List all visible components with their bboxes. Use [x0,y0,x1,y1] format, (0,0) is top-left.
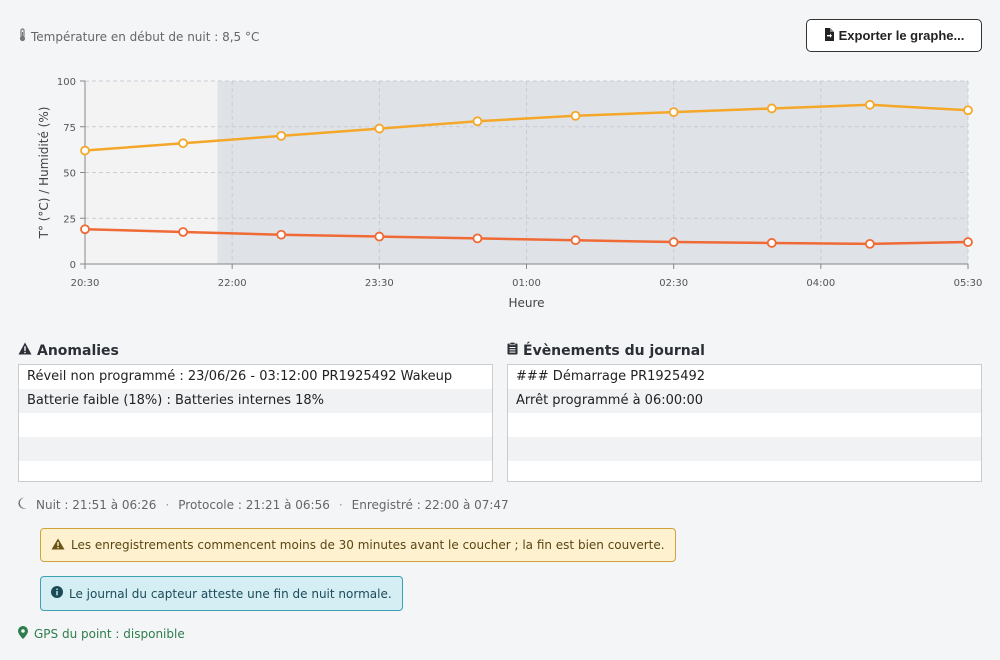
separator: · [338,497,343,512]
warning-alert-text: Les enregistrements commencent moins de … [71,538,665,552]
recorded-range: Enregistré : 22:00 à 07:47 [351,497,509,512]
x-tick-label: 22:00 [218,278,247,289]
data-point [864,99,875,110]
thermometer-icon [18,28,27,45]
moon-icon [18,497,30,512]
anomalies-title: Anomalies [18,342,119,359]
data-point [178,138,189,149]
warning-icon [18,342,32,359]
list-item[interactable] [508,413,981,437]
data-point [766,103,777,114]
gps-status-text: GPS du point : disponible [34,627,185,641]
temperature-humidity-chart: 0 25 50 75 100 20:30 22:00 23:30 01:00 02:30 04:00… [37,77,983,310]
warning-alert: Les enregistrements commencent moins de … [40,528,676,562]
y-tick-label: 100 [57,77,76,88]
data-point [963,237,973,247]
x-tick-label: 05:30 [954,278,983,289]
list-item[interactable] [19,413,492,437]
night-status: Nuit : 21:51 à 06:26 · Protocole : 21:21… [18,497,509,512]
x-axis-label: Heure [508,296,544,310]
data-point [178,227,189,237]
info-alert: Le journal du capteur atteste une fin de… [40,576,403,611]
data-point [668,237,679,247]
data-point [570,235,581,246]
data-point [80,145,90,156]
export-graph-label: Exporter le graphe... [838,28,965,43]
temperature-note: Température en début de nuit : 8,5 °C [18,28,259,45]
x-tick-label: 01:00 [512,278,541,289]
data-point [374,123,385,134]
y-axis-label: T° (°C) / Humidité (%) [37,107,51,240]
data-point [276,229,287,240]
data-point [472,233,483,244]
protocol-range: Protocole : 21:21 à 06:56 [178,497,330,512]
export-graph-button[interactable]: Exporter le graphe... [806,19,982,52]
list-item[interactable]: ### Démarrage PR1925492 [516,369,706,384]
anomalies-title-text: Anomalies [37,342,119,359]
series-line [84,227,969,246]
temperature-note-text: Température en début de nuit : 8,5 °C [31,29,260,44]
map-pin-icon [18,626,28,642]
list-item[interactable]: Arrêt programmé à 06:00:00 [508,389,981,413]
journal-title-text: Évènements du journal [523,342,705,359]
y-tick-label: 0 [70,260,76,271]
data-point [472,116,483,127]
y-tick-label: 50 [63,169,76,180]
night-range: Nuit : 21:51 à 06:26 [36,497,157,512]
info-icon [51,586,63,601]
file-export-icon [824,27,834,44]
list-item[interactable] [19,461,492,485]
data-point [963,105,973,116]
info-alert-text: Le journal du capteur atteste une fin de… [69,586,392,601]
warning-icon [51,538,65,553]
data-point [766,238,777,248]
data-point [374,231,385,242]
y-tick-label: 25 [63,214,76,225]
gps-status: GPS du point : disponible [18,626,185,642]
y-tick-label: 75 [63,123,76,134]
x-tick-label: 20:30 [71,278,100,289]
list-item[interactable] [508,461,981,485]
x-tick-label: 23:30 [365,278,394,289]
clipboard-icon [507,342,518,359]
x-tick-label: 04:00 [806,278,835,289]
x-tick-label: 02:30 [659,278,688,289]
journal-list[interactable]: ### Démarrage PR1925492 Arrêt programmé … [507,364,982,482]
data-point [668,107,679,118]
list-item[interactable]: Réveil non programmé : 23/06/26 - 03:12:… [27,369,453,384]
data-point [570,110,581,121]
list-item[interactable]: Batterie faible (18%) : Batteries intern… [19,389,492,413]
list-item[interactable] [508,437,981,461]
series-line [84,103,969,152]
data-point [864,238,875,249]
data-point [276,131,287,141]
journal-title: Évènements du journal [507,342,705,359]
data-point [80,224,90,235]
separator: · [165,497,170,512]
anomalies-list[interactable]: Réveil non programmé : 23/06/26 - 03:12:… [18,364,493,482]
list-item[interactable] [19,437,492,461]
